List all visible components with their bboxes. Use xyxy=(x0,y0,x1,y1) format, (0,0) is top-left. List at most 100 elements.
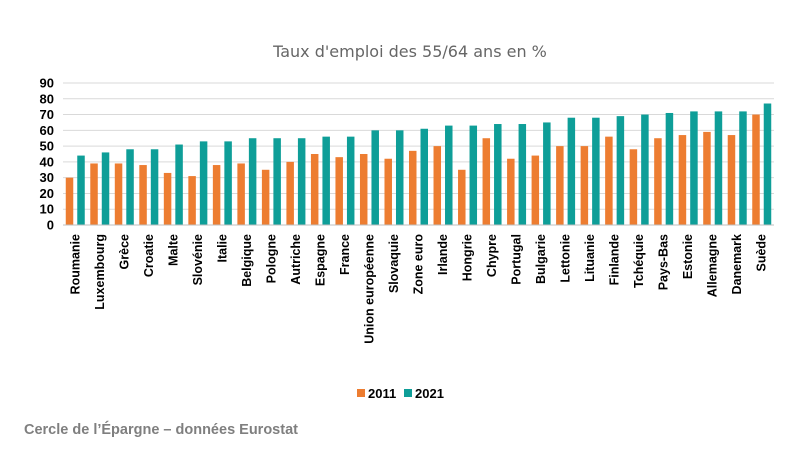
x-tick-label: Allemagne xyxy=(706,234,720,297)
x-tick-label: Union européenne xyxy=(362,234,376,344)
x-tick-label: Pays-Bas xyxy=(657,234,671,290)
x-tick-label: Roumanie xyxy=(68,234,82,294)
bar-2011 xyxy=(359,154,368,225)
bar-2021 xyxy=(518,124,527,225)
y-tick-label: 70 xyxy=(40,107,54,122)
bar-2021 xyxy=(346,136,355,225)
bar-2011 xyxy=(531,155,540,225)
x-tick-label: Croatie xyxy=(142,234,156,277)
bar-2011 xyxy=(114,163,123,225)
chart-title: Taux d'emploi des 55/64 ans en % xyxy=(272,42,547,61)
x-tick-label: Suède xyxy=(755,234,769,272)
bar-2021 xyxy=(616,116,625,225)
x-tick-label: Espagne xyxy=(313,234,327,286)
bar-2011 xyxy=(605,136,613,225)
y-tick-label: 50 xyxy=(40,139,54,154)
bar-2011 xyxy=(188,176,196,225)
bar-2011 xyxy=(654,138,662,225)
bar-2011 xyxy=(458,169,466,225)
bar-2021 xyxy=(543,122,551,225)
bar-2011 xyxy=(139,165,147,225)
x-tick-label: Italie xyxy=(215,234,229,263)
bar-2021 xyxy=(322,136,330,225)
bar-2011 xyxy=(212,165,221,225)
bar-2011 xyxy=(310,154,319,225)
x-tick-label: Lettonie xyxy=(559,234,573,283)
y-tick-label: 10 xyxy=(40,202,54,217)
bar-2021 xyxy=(445,125,453,225)
bar-2021 xyxy=(126,149,134,225)
bar-2011 xyxy=(237,163,245,225)
bar-2021 xyxy=(224,141,232,225)
x-tick-label: Bulgarie xyxy=(534,234,548,284)
y-tick-label: 90 xyxy=(40,76,54,91)
bar-2021 xyxy=(248,138,257,225)
legend-label-2021: 2021 xyxy=(415,386,444,401)
x-tick-label: Grèce xyxy=(117,234,131,269)
x-tick-label: France xyxy=(338,234,352,275)
x-tick-label: Slovaquie xyxy=(387,234,401,293)
y-tick-label: 60 xyxy=(40,123,54,138)
bar-2021 xyxy=(395,130,404,225)
bar-2021 xyxy=(150,149,159,225)
legend-label-2011: 2011 xyxy=(368,386,396,401)
bar-2011 xyxy=(580,146,589,225)
x-tick-label: Portugal xyxy=(510,234,524,285)
y-tick-label: 20 xyxy=(40,186,54,201)
bar-2021 xyxy=(273,138,281,225)
x-tick-label: Finlande xyxy=(608,234,622,285)
bar-2011 xyxy=(90,163,98,225)
bar-2011 xyxy=(384,158,392,225)
x-tick-label: Estonie xyxy=(681,234,695,279)
x-tick-label: Chypre xyxy=(485,234,499,277)
x-tick-label: Slovénie xyxy=(191,234,205,285)
x-tick-label: Luxembourg xyxy=(93,234,107,310)
x-tick-label: Lituanie xyxy=(583,234,597,282)
x-tick-label: Malte xyxy=(166,234,180,266)
bar-2011 xyxy=(286,161,294,225)
x-tick-label: Danemark xyxy=(730,234,744,294)
bar-2021 xyxy=(469,125,478,225)
x-tick-label: Autriche xyxy=(289,234,303,285)
y-tick-label: 30 xyxy=(40,170,54,185)
bar-2011 xyxy=(409,150,417,225)
bar-2021 xyxy=(641,114,649,225)
bar-2011 xyxy=(752,114,760,225)
bar-2021 xyxy=(199,141,208,225)
bar-2021 xyxy=(101,152,110,225)
y-tick-label: 0 xyxy=(47,218,54,233)
bar-2011 xyxy=(163,172,172,225)
bars xyxy=(65,103,772,225)
bar-2021 xyxy=(592,117,600,225)
bar-2021 xyxy=(690,111,698,225)
x-tick-label: Tchéquie xyxy=(632,234,646,288)
bar-2021 xyxy=(763,103,772,225)
bar-2021 xyxy=(714,111,723,225)
legend-swatch-2011 xyxy=(357,389,365,397)
x-axis-labels: Roumanie Luxembourg Grèce Croatie Malte Slové… xyxy=(68,234,768,344)
x-tick-label: Belgique xyxy=(240,234,254,287)
bar-2021 xyxy=(420,128,428,225)
bar-2021 xyxy=(371,130,379,225)
x-tick-label: Zone euro xyxy=(412,234,426,295)
bar-2011 xyxy=(556,146,564,225)
bar-2011 xyxy=(507,158,515,225)
y-tick-label: 40 xyxy=(40,154,54,169)
legend-swatch-2021 xyxy=(404,389,412,397)
bar-2011 xyxy=(727,135,736,225)
x-tick-label: Irlande xyxy=(436,234,450,275)
x-tick-label: Pologne xyxy=(264,234,278,283)
bar-2011 xyxy=(629,149,638,225)
bar-2011 xyxy=(703,131,711,225)
bar-2021 xyxy=(739,111,747,225)
bar-2021 xyxy=(567,117,576,225)
bar-2021 xyxy=(297,138,306,225)
bar-2021 xyxy=(175,144,183,225)
bar-2021 xyxy=(77,155,85,225)
legend: 2011 2021 xyxy=(357,386,444,401)
bar-2011 xyxy=(433,146,442,225)
source-note: Cercle de l’Épargne – données Eurostat xyxy=(24,422,298,438)
bar-2011 xyxy=(261,169,270,225)
